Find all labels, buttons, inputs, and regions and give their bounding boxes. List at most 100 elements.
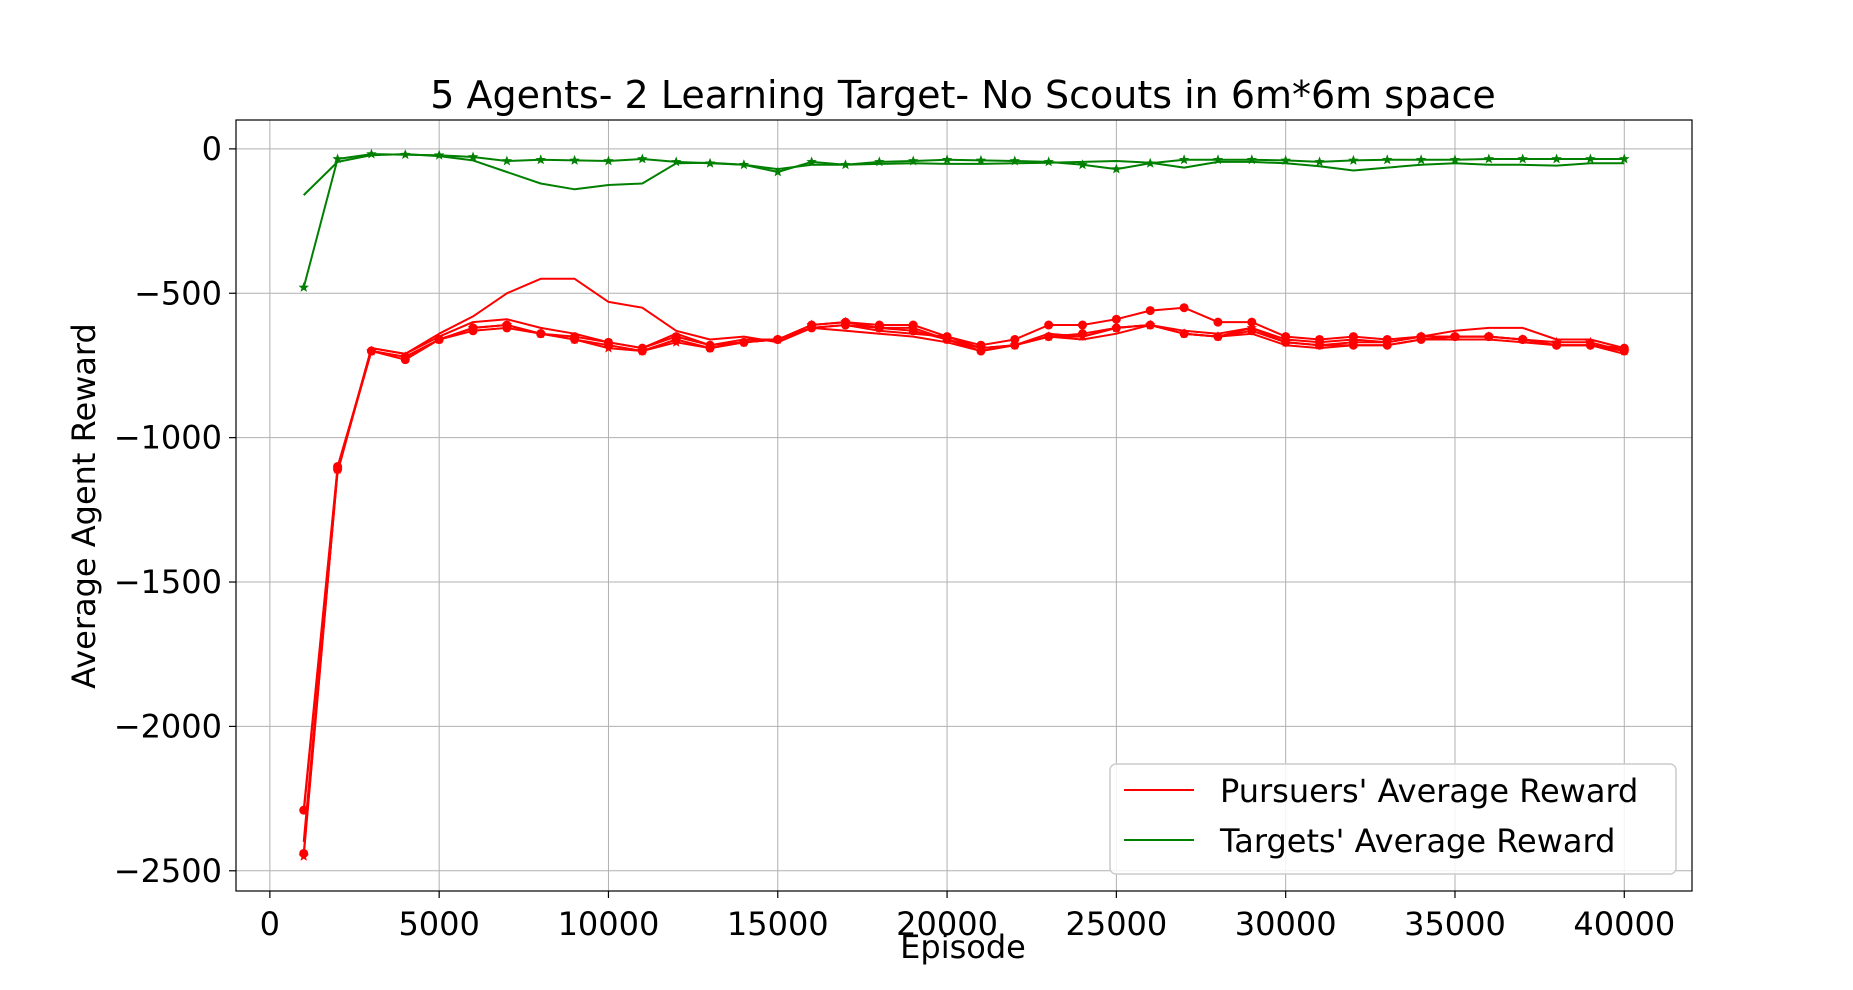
data-point — [1078, 320, 1088, 330]
data-point — [1111, 163, 1122, 174]
series-pursuers-0 — [302, 277, 1625, 842]
x-tick-label: 0 — [260, 905, 280, 943]
data-point — [1314, 156, 1325, 167]
data-point — [1246, 154, 1257, 165]
data-point — [1415, 154, 1427, 165]
data-point — [908, 155, 919, 166]
data-point — [637, 345, 648, 356]
data-point — [1449, 154, 1461, 165]
data-point — [1585, 153, 1596, 164]
legend-box — [1109, 763, 1677, 875]
data-point — [738, 159, 750, 170]
data-point — [1179, 303, 1189, 313]
series-lines — [298, 148, 1630, 861]
y-axis-ticks: 0 −500 −1000 −1500 −2000 −2500 — [114, 130, 236, 890]
data-point — [1280, 154, 1291, 165]
x-tick-label: 10000 — [558, 905, 660, 943]
y-tick-label: −2000 — [114, 707, 222, 745]
series-targets-5 — [303, 153, 1625, 196]
data-point — [1044, 320, 1054, 330]
data-point — [535, 328, 546, 339]
data-point — [366, 148, 377, 159]
data-point — [569, 334, 580, 344]
data-point — [1145, 306, 1155, 316]
data-point — [806, 156, 817, 167]
data-point — [1483, 153, 1495, 164]
data-point — [806, 319, 817, 330]
x-axis-ticks: 0 5000 10000 15000 20000 25000 30000 35000 40000 — [260, 891, 1675, 943]
x-tick-label: 30000 — [1235, 905, 1337, 943]
y-tick-label: −1000 — [114, 419, 222, 457]
data-point — [1449, 331, 1461, 341]
data-point — [433, 149, 445, 160]
series-line — [302, 318, 1625, 814]
x-axis-label: Episode — [900, 928, 1026, 966]
series-line — [303, 153, 1625, 196]
data-point — [840, 159, 851, 170]
data-point — [298, 282, 309, 292]
data-point — [1348, 336, 1359, 347]
series-line — [302, 153, 1625, 288]
legend-label-pursuers: Pursuers' Average Reward — [1220, 772, 1638, 810]
data-point — [467, 151, 479, 162]
data-point — [1246, 322, 1257, 333]
data-point — [738, 336, 750, 347]
x-tick-label: 20000 — [896, 905, 998, 943]
data-point — [975, 154, 987, 165]
legend: Pursuers' Average Reward Targets' Averag… — [1109, 763, 1677, 875]
data-point — [1619, 345, 1630, 356]
legend-label-targets: Targets' Average Reward — [1219, 822, 1615, 860]
series-pursuers-1 — [299, 303, 1629, 815]
data-point — [1382, 336, 1393, 347]
data-point — [874, 156, 885, 167]
y-tick-label: −2500 — [114, 852, 222, 890]
data-point — [603, 342, 614, 353]
data-point — [908, 322, 919, 333]
series-targets-6 — [298, 148, 1630, 292]
data-point — [1043, 156, 1054, 167]
chart-title: 5 Agents- 2 Learning Target- No Scouts i… — [430, 73, 1496, 117]
data-point — [637, 153, 648, 164]
series-line — [302, 306, 1625, 811]
data-point — [400, 149, 411, 160]
data-point — [1247, 317, 1257, 327]
data-point — [840, 316, 851, 327]
data-point — [1551, 153, 1562, 164]
data-point — [1585, 336, 1596, 347]
data-point — [671, 156, 682, 167]
x-tick-label: 25000 — [1065, 905, 1167, 943]
data-point — [332, 153, 343, 164]
data-point — [298, 850, 309, 861]
data-point — [1280, 336, 1291, 347]
data-point — [501, 319, 513, 330]
y-tick-label: −1500 — [114, 563, 222, 601]
series-line — [302, 277, 1625, 842]
data-point — [1213, 317, 1223, 327]
data-point — [704, 342, 716, 353]
plot-frame — [235, 119, 1693, 892]
data-point — [1212, 154, 1224, 165]
x-tick-label: 40000 — [1573, 905, 1675, 943]
data-point — [1009, 155, 1020, 166]
x-tick-label: 15000 — [727, 905, 829, 943]
series-line — [302, 321, 1625, 857]
data-point — [1517, 334, 1528, 344]
data-point — [941, 334, 953, 344]
data-point — [1314, 339, 1325, 350]
data-point — [433, 334, 445, 344]
x-tick-label: 35000 — [1404, 905, 1506, 943]
data-point — [1111, 314, 1121, 324]
data-point — [1619, 153, 1630, 164]
data-point — [704, 157, 716, 168]
data-point — [1077, 331, 1088, 341]
data-point — [1077, 159, 1088, 170]
data-point — [874, 322, 885, 333]
data-point — [1348, 154, 1359, 165]
data-point — [1483, 331, 1495, 341]
y-tick-label: −500 — [134, 274, 222, 312]
y-tick-label: 0 — [202, 130, 222, 168]
data-point — [1178, 154, 1190, 165]
data-point — [1348, 332, 1358, 342]
